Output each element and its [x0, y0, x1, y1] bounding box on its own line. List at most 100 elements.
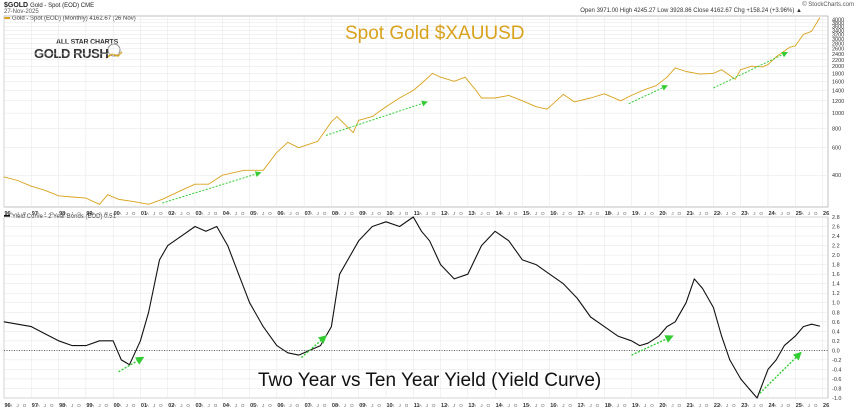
xaxis-year-label: 26 — [823, 211, 829, 217]
yield-data-point — [522, 259, 523, 261]
yield-data-point — [467, 273, 469, 275]
xaxis-year-label: 22 — [714, 403, 720, 409]
xaxis-year-label: 17 — [577, 403, 583, 409]
yield-ytick-label: 0.0 — [832, 348, 840, 354]
gold-ytick-label: 3400 — [832, 28, 844, 34]
gold-ytick-label: 2400 — [832, 52, 844, 58]
xaxis-quarter-label: J — [453, 403, 455, 408]
gold-data-point — [385, 106, 387, 108]
xaxis-quarter-label: O — [514, 403, 518, 408]
gold-data-point — [440, 76, 441, 78]
xaxis-quarter-label: A — [173, 403, 176, 408]
yield-data-point — [320, 345, 321, 346]
xaxis-year-label: 18 — [605, 403, 611, 409]
gold-data-point — [99, 203, 100, 205]
xaxis-quarter-label: O — [623, 211, 627, 216]
gold-data-point — [3, 176, 5, 178]
gold-ytick-label: 1000 — [832, 111, 844, 117]
xaxis-year-label: 07 — [305, 211, 311, 217]
xaxis-quarter-label: O — [623, 403, 627, 408]
xaxis-quarter-label: A — [555, 211, 558, 216]
logo-line-2: GOLD RUSH — [34, 46, 109, 61]
xaxis-quarter-label: O — [459, 211, 463, 216]
yield-data-point — [276, 345, 278, 346]
gold-data-point — [358, 119, 360, 121]
gold-ytick-label: 3200 — [832, 32, 844, 38]
xaxis-year-label: 24 — [768, 211, 775, 217]
xaxis-quarter-label: O — [814, 211, 818, 216]
yield-trend-arrow — [300, 335, 328, 359]
gold-data-point — [262, 169, 264, 171]
xaxis-year-label: 09 — [359, 403, 365, 409]
xaxis-quarter-label: O — [377, 211, 381, 216]
gold-data-point — [751, 65, 752, 67]
xaxis-year-label: 04 — [223, 211, 230, 217]
yield-data-point — [181, 235, 182, 237]
xaxis-quarter-label: O — [323, 403, 327, 408]
xaxis-quarter-label: O — [678, 211, 682, 216]
xaxis-quarter-label: J — [399, 403, 401, 408]
gold-ytick-label: 1800 — [832, 71, 844, 77]
gold-data-point — [713, 73, 714, 74]
xaxis-quarter-label: A — [637, 403, 640, 408]
xaxis-quarter-label: A — [528, 403, 531, 408]
xaxis-quarter-label: O — [650, 211, 654, 216]
yield-data-point — [120, 359, 122, 361]
xaxis-quarter-label: J — [426, 211, 428, 216]
yield-data-point — [685, 302, 687, 304]
gold-data-point — [194, 183, 196, 185]
xaxis-quarter-label: J — [344, 403, 346, 408]
xaxis-quarter-label: J — [126, 211, 128, 216]
yield-data-point — [775, 359, 777, 361]
xaxis-quarter-label: A — [200, 211, 203, 216]
gold-series-line — [3, 17, 821, 205]
xaxis-quarter-label: O — [186, 403, 190, 408]
xaxis-year-label: 24 — [768, 403, 775, 409]
xaxis-year-label: 99 — [86, 211, 92, 217]
gold-data-point — [740, 69, 742, 71]
gold-data-point — [161, 198, 163, 200]
gold-ytick-label: 1600 — [832, 79, 844, 85]
gold-data-point — [475, 90, 477, 91]
logo-line-1: ALL STAR CHARTS — [56, 39, 119, 46]
xaxis-quarter-label: J — [344, 211, 346, 216]
xaxis-quarter-label: A — [146, 211, 149, 216]
yield-data-point — [227, 245, 229, 247]
xaxis-year-label: 00 — [114, 403, 120, 409]
xaxis-quarter-label: A — [691, 211, 694, 216]
yield-data-point — [811, 323, 812, 325]
xaxis-quarter-label: O — [159, 403, 163, 408]
xaxis-quarter-label: A — [118, 211, 121, 216]
xaxis-year-label: 26 — [823, 403, 829, 409]
gold-ytick-label: 1200 — [832, 99, 844, 105]
xaxis-year-label: 07 — [305, 403, 311, 409]
gold-data-point — [685, 71, 687, 72]
xaxis-quarter-label: O — [77, 403, 81, 408]
xaxis-quarter-label: O — [241, 403, 245, 408]
xaxis-quarter-label: J — [317, 403, 319, 408]
yield-ytick-label: -0.6 — [832, 377, 841, 383]
yield-data-point — [399, 226, 400, 227]
yield-data-point — [674, 321, 676, 323]
xaxis-year-label: 18 — [605, 211, 611, 217]
xaxis-year-label: 14 — [496, 403, 503, 409]
yield-trend-arrow — [118, 356, 145, 373]
yield-data-point — [535, 264, 537, 265]
gold-ytick-label: 3600 — [832, 24, 844, 30]
xaxis-year-label: 03 — [195, 403, 201, 409]
xaxis-quarter-label: O — [323, 211, 327, 216]
yield-data-point — [783, 345, 785, 346]
xaxis-quarter-label: J — [71, 403, 73, 408]
xaxis-quarter-label: J — [480, 211, 482, 216]
yield-ytick-label: 2.0 — [832, 253, 840, 259]
xaxis-quarter-label: A — [9, 403, 12, 408]
gold-legend: Gold - Spot (EOD) (Monthly) 4162.67 (26 … — [4, 16, 136, 22]
xaxis-quarter-label: A — [309, 211, 312, 216]
xaxis-quarter-label: J — [371, 211, 373, 216]
xaxis-year-label: 98 — [59, 403, 65, 409]
xaxis-year-label: 15 — [523, 211, 529, 217]
gold-data-point — [287, 141, 289, 143]
gold-data-point — [789, 46, 791, 48]
xaxis-quarter-label: O — [214, 211, 218, 216]
yield-data-point — [440, 264, 441, 265]
